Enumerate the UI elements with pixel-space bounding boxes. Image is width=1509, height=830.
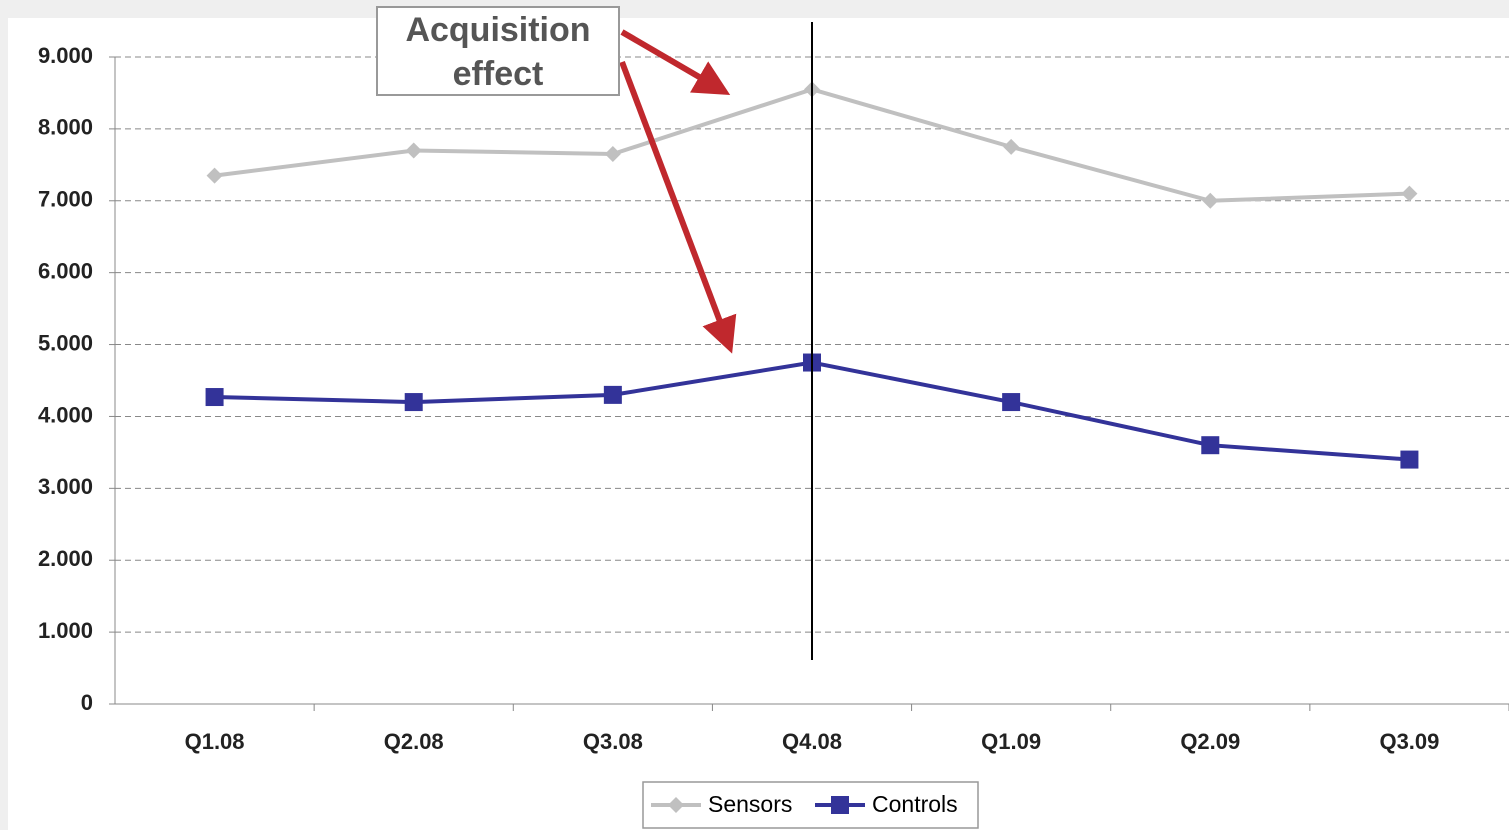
marker: [206, 167, 223, 184]
marker: [404, 393, 423, 412]
x-tick-label: Q3.09: [1379, 729, 1439, 754]
y-tick-label: 1.000: [38, 618, 93, 643]
y-tick-label: 7.000: [38, 187, 93, 212]
y-tick-label: 9.000: [38, 43, 93, 68]
y-tick-label: 5.000: [38, 330, 93, 355]
marker: [603, 385, 622, 404]
marker: [205, 388, 224, 407]
legend-items: Sensors Controls: [651, 791, 958, 817]
marker: [1202, 192, 1219, 209]
y-tick-label: 0: [81, 690, 93, 715]
marker: [604, 146, 621, 163]
legend-label: Controls: [872, 791, 958, 817]
legend-label: Sensors: [708, 791, 792, 817]
y-tick-label: 3.000: [38, 474, 93, 499]
marker: [1003, 138, 1020, 155]
x-tick-label: Q4.08: [782, 729, 842, 754]
x-tick-label: Q3.08: [583, 729, 643, 754]
y-tick-label: 6.000: [38, 258, 93, 283]
plot: 0 1.000 2.000 3.000 4.000 5.000 6.000 7.000 8.00…: [38, 43, 1509, 754]
marker: [668, 797, 684, 813]
x-tick-label: Q2.09: [1180, 729, 1240, 754]
marker: [1201, 436, 1220, 455]
y-tick-label: 4.000: [38, 402, 93, 427]
annotation-arrow: [619, 60, 737, 354]
marker: [1400, 450, 1419, 469]
chart-background: [8, 18, 1509, 830]
marker: [405, 142, 422, 159]
x-tick-label: Q1.09: [981, 729, 1041, 754]
annotation: Acquisition effect: [376, 6, 620, 96]
annotation-arrow: [620, 29, 731, 96]
y-tick-label: 8.000: [38, 115, 93, 140]
x-tick-label: Q1.08: [185, 729, 245, 754]
marker: [831, 796, 849, 814]
marker: [1401, 185, 1418, 202]
marker: [1002, 393, 1021, 412]
x-tick-label: Q2.08: [384, 729, 444, 754]
y-tick-label: 2.000: [38, 546, 93, 571]
